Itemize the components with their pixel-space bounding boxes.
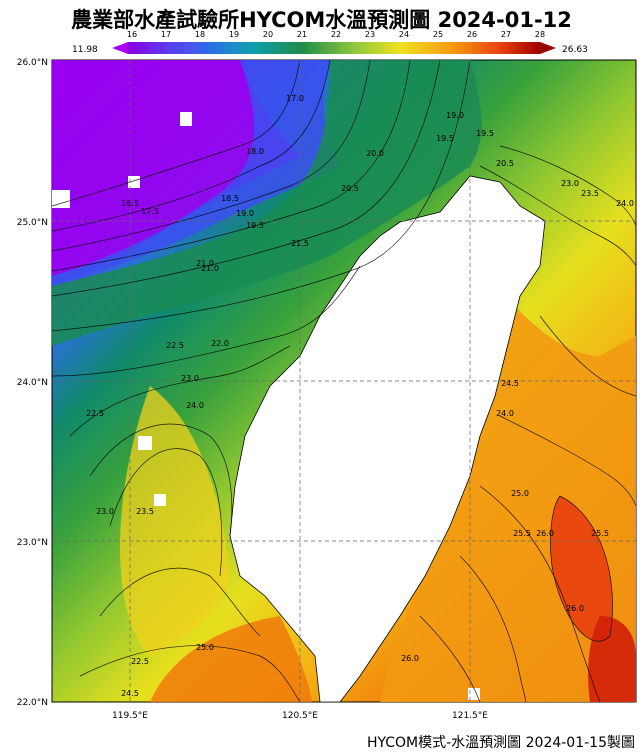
island-patch — [154, 494, 166, 506]
latitude-label: 26.0°N — [17, 58, 48, 68]
contour-value-label: 24.0 — [186, 401, 204, 410]
gridlines — [52, 60, 636, 702]
contour-value-label: 17.5 — [141, 207, 159, 216]
contour-value-label: 20.5 — [496, 159, 514, 168]
contour-value-label: 17.0 — [286, 94, 304, 103]
contour-value-label: 20.5 — [341, 184, 359, 193]
contour-value-label: 24.5 — [121, 689, 139, 698]
colorbar-tick-label: 24 — [399, 30, 409, 39]
contour-value-label: 23.0 — [561, 179, 579, 188]
colorbar-tick-label: 19 — [229, 30, 239, 39]
contour-value-label: 26.0 — [536, 529, 554, 538]
contour-value-label: 23.0 — [181, 374, 199, 383]
coastline — [229, 175, 546, 703]
strait-warm-tongue — [120, 386, 230, 656]
contour-value-label: 19.5 — [436, 134, 454, 143]
latitude-label: 25.0°N — [17, 218, 48, 228]
colorbar-max-label: 26.63 — [562, 45, 588, 55]
contour-value-label: 21.0 — [201, 264, 219, 273]
contour-value-label: 18.0 — [246, 147, 264, 156]
contour-value-label: 19.5 — [476, 129, 494, 138]
longitude-labels: 119.5°E 120.5°E 121.5°E — [112, 711, 488, 721]
sea-temperature-map: 26.0°N 25.0°N 24.0°N 23.0°N 22.0°N 119.5°E 12… — [0, 56, 643, 732]
longitude-label: 119.5°E — [112, 711, 148, 721]
colorbar-tick-label: 23 — [365, 30, 375, 39]
contour-value-labels: 17.0 18.0 16.517.5 18.5 19.0 19.5 20.5 20.0 19.0… — [86, 94, 634, 698]
green-band — [52, 60, 482, 346]
contour-value-label: 26.0 — [566, 604, 584, 613]
contour-lines — [51, 59, 637, 703]
contour-value-label: 24.0 — [616, 199, 634, 208]
contour-value-label: 20.0 — [366, 149, 384, 158]
contour-value-label: 18.5 — [221, 194, 239, 203]
colorbar: 11.98 26.63 16 17 18 19 20 21 22 23 24 25 26 27 28 — [72, 30, 588, 55]
latitude-label: 23.0°N — [17, 538, 48, 548]
longitude-label: 121.5°E — [452, 711, 488, 721]
contour-value-label: 23.5 — [581, 189, 599, 198]
colorbar-gradient — [128, 42, 540, 54]
latitude-label: 24.0°N — [17, 378, 48, 388]
contour-value-label: 23.5 — [136, 507, 154, 516]
contour-value-label: 24.5 — [501, 379, 519, 388]
contour-value-label: 25.0 — [196, 643, 214, 652]
contour-value-label: 25.5 — [513, 529, 531, 538]
footer-caption: HYCOM模式-水溫預測圖 2024-01-15製圖 — [366, 735, 635, 751]
hot-south-patch — [588, 616, 636, 702]
contour-value-label: 23.0 — [96, 507, 114, 516]
contour-value-label: 24.0 — [496, 409, 514, 418]
contour-value-label: 22.0 — [211, 339, 229, 348]
island-patch — [180, 112, 192, 126]
contour-value-label: 19.0 — [446, 111, 464, 120]
contour-value-label: 25.5 — [591, 529, 609, 538]
colorbar-right-arrow — [540, 42, 556, 54]
latitude-labels: 26.0°N 25.0°N 24.0°N 23.0°N 22.0°N — [17, 58, 48, 708]
contour-value-label: 16.5 — [121, 199, 139, 208]
taiwan-island — [230, 176, 545, 702]
island-patch — [128, 176, 140, 188]
colorbar-min-label: 11.98 — [72, 45, 98, 55]
blue-band — [52, 60, 340, 286]
contour-value-label: 22.5 — [86, 409, 104, 418]
colorbar-tick-label: 18 — [195, 30, 205, 39]
cold-water-region — [52, 60, 300, 276]
latitude-label: 22.0°N — [17, 698, 48, 708]
colorbar-left-arrow — [112, 42, 128, 54]
longitude-label: 120.5°E — [282, 711, 318, 721]
warm-southwest-region — [150, 616, 312, 702]
colorbar-tick-label: 20 — [263, 30, 273, 39]
colorbar-tick-label: 21 — [297, 30, 307, 39]
colorbar-tick-labels: 16 17 18 19 20 21 22 23 24 25 26 27 28 — [127, 30, 545, 39]
colorbar-tick-label: 27 — [501, 30, 511, 39]
colorbar-tick-label: 22 — [331, 30, 341, 39]
contour-value-label: 22.5 — [131, 657, 149, 666]
contour-value-label: 26.0 — [401, 654, 419, 663]
contour-value-label: 22.5 — [166, 341, 184, 350]
colorbar-tick-label: 28 — [535, 30, 545, 39]
colorbar-tick-label: 17 — [161, 30, 171, 39]
contour-value-label: 25.0 — [511, 489, 529, 498]
island-patch — [52, 190, 70, 208]
island-patch — [138, 436, 152, 450]
colorbar-tick-label: 26 — [467, 30, 477, 39]
contour-value-label: 19.0 — [236, 209, 254, 218]
page-title: 農業部水產試驗所HYCOM水溫預測圖 2024-01-12 — [71, 8, 572, 32]
contour-value-label: 21.0 — [196, 259, 214, 268]
island-patch — [468, 688, 480, 700]
contour-value-label: 21.5 — [291, 239, 309, 248]
colorbar-tick-label: 16 — [127, 30, 137, 39]
contour-value-label: 19.5 — [246, 221, 264, 230]
colorbar-tick-label: 25 — [433, 30, 443, 39]
